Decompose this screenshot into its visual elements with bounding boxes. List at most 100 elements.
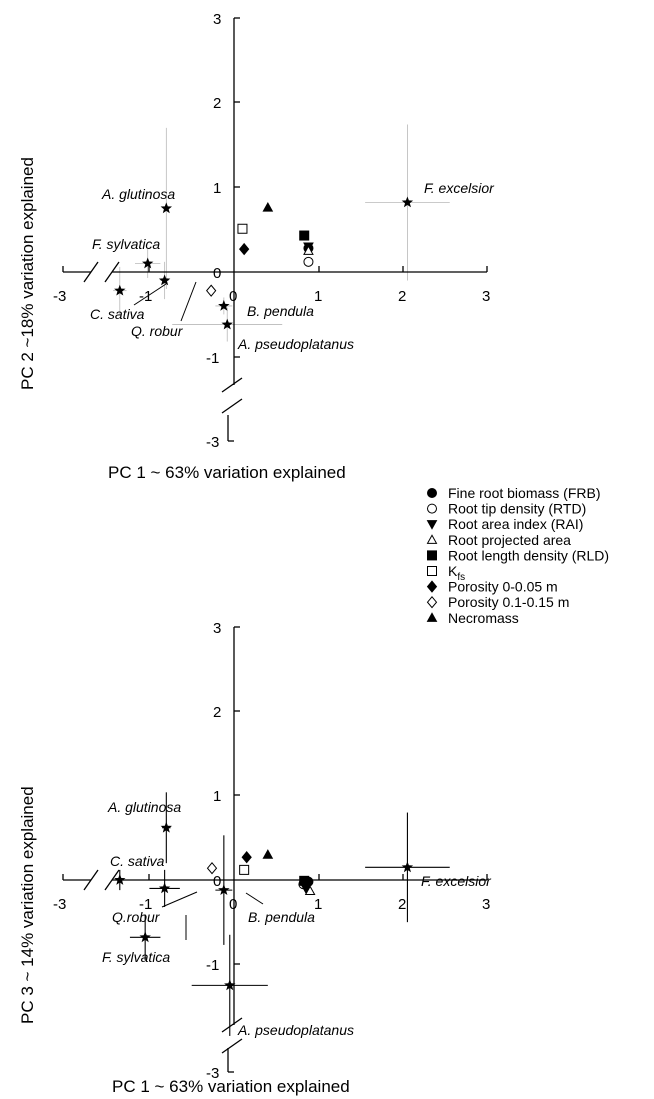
- top-trait-point-root-projected-area: [303, 245, 314, 255]
- bottom-species-point-q-robur: [158, 882, 171, 894]
- bottom-y-break-2: [221, 1038, 243, 1054]
- top-ytick-2: 2: [213, 95, 221, 112]
- top-label-c-sativa: C. sativa: [90, 306, 145, 322]
- top-ytick-m1: -1: [206, 350, 219, 367]
- top-trait-point-necromass: [262, 202, 274, 212]
- top-label-a-glutinosa: A. glutinosa: [101, 186, 175, 202]
- top-y-break-2: [221, 398, 243, 414]
- bottom-ytick-m3: -3: [206, 1065, 219, 1082]
- legend-label: Porosity 0-0.05 m: [448, 579, 558, 595]
- bottom-errorbars: [115, 792, 450, 1036]
- top-xtick-0: 0: [229, 288, 237, 305]
- bottom-xtick-m1: -1: [139, 896, 152, 913]
- legend-marker-open-diamond: [426, 596, 438, 609]
- top-panel: 3 2 1 0 -1 -3 -3 -1 0 1 2 3 PC 1 ~ 63% v…: [18, 11, 495, 482]
- bottom-axes: [62, 626, 488, 1073]
- bottom-trait-point-porosity-0-1-0-15-m: [206, 862, 218, 875]
- legend-item: Root length density (RLD): [427, 547, 609, 563]
- legend-item: Root tip density (RTD): [427, 501, 586, 517]
- legend-marker-open-square: [427, 566, 437, 576]
- top-trait-point-root-tip-density-rtd: [303, 256, 314, 267]
- legend-label: Root tip density (RTD): [448, 501, 586, 517]
- legend-marker-filled-square: [427, 550, 437, 561]
- legend-label: Fine root biomass (FRB): [448, 485, 600, 501]
- bottom-species-point-a-glutinosa: [160, 821, 172, 833]
- bottom-ytick-1: 1: [213, 788, 221, 805]
- legend-item: Necromass: [426, 610, 519, 626]
- top-x-axis-label: PC 1 ~ 63% variation explained: [108, 463, 346, 482]
- top-trait-point-porosity-0-1-0-15-m: [206, 284, 217, 297]
- top-xtick-m3: -3: [53, 288, 66, 305]
- top-x-break-1: [83, 261, 99, 283]
- legend-marker-open-circle: [427, 503, 437, 514]
- bottom-xtick-3: 3: [482, 896, 490, 913]
- top-ytick-1: 1: [213, 180, 221, 197]
- top-species-labels: A. glutinosa F. sylvatica C. sativa Q. r…: [90, 180, 495, 352]
- top-label-a-pseudoplatanus: A. pseudoplatanus: [237, 336, 354, 352]
- bottom-trait-point-porosity-0-0-05-m: [241, 851, 252, 864]
- legend-item: Root projected area: [426, 532, 571, 548]
- legend-marker-filled-diamond: [426, 580, 438, 593]
- legend-marker-filled-triangle-down: [426, 520, 438, 530]
- bottom-label-a-glutinosa: A. glutinosa: [107, 799, 181, 815]
- top-xtick-2: 2: [398, 288, 406, 305]
- top-xtick-m1: -1: [139, 288, 152, 305]
- top-ytick-0: 0: [213, 265, 221, 282]
- bottom-species-point-b-pendula: [218, 884, 230, 895]
- top-label-q-robur: Q. robur: [131, 323, 184, 339]
- legend-marker-filled-circle: [427, 488, 437, 498]
- bottom-label-b-pendula: B. pendula: [248, 909, 315, 925]
- top-species-point-a-pseudoplatanus: [221, 318, 233, 330]
- top-species-point-a-glutinosa: [160, 202, 172, 214]
- legend-marker-open-triangle-up: [426, 534, 438, 544]
- bottom-xtick-0: 0: [229, 896, 237, 913]
- legend: Fine root biomass (FRB)Root tip density …: [426, 485, 609, 626]
- bottom-x-break-1: [83, 869, 99, 891]
- top-x-break-2: [104, 261, 120, 283]
- legend-item: Root area index (RAI): [426, 516, 583, 532]
- top-trait-point-root-length-density-rld: [299, 230, 310, 241]
- top-label-f-excelsior: F. excelsior: [424, 180, 495, 196]
- top-axes: [62, 17, 488, 442]
- bottom-xtick-2: 2: [398, 896, 406, 913]
- bottom-label-c-sativa: C. sativa: [110, 853, 165, 869]
- bottom-y-break-1: [221, 1017, 243, 1033]
- top-label-f-sylvatica: F. sylvatica: [92, 236, 160, 252]
- top-trait-point-kfs: [237, 223, 248, 234]
- bottom-ytick-3: 3: [213, 620, 221, 637]
- top-marks: [114, 196, 414, 330]
- top-species-point-q-robur: [158, 274, 171, 286]
- bottom-trait-point-necromass: [262, 849, 274, 859]
- top-y-break-1: [221, 377, 243, 393]
- legend-label: Necromass: [448, 610, 519, 626]
- top-species-point-b-pendula: [218, 299, 230, 311]
- top-ytick-m3: -3: [206, 434, 219, 451]
- bottom-leader-lines: [161, 891, 264, 940]
- bottom-species-labels: A. glutinosa C. sativa Q.robur F. sylvat…: [102, 799, 492, 1038]
- top-leader-lines: [133, 281, 197, 322]
- legend-label: Root projected area: [448, 532, 571, 548]
- bottom-species-point-a-pseudoplatanus: [224, 979, 236, 991]
- top-species-point-c-sativa: [114, 284, 126, 296]
- bottom-label-f-excelsior: F. excelsior: [421, 873, 492, 889]
- bottom-ytick-0: 0: [213, 873, 221, 890]
- legend-label-subscript: fs: [457, 572, 465, 583]
- bottom-species-point-f-sylvatica: [139, 931, 151, 943]
- legend-label: Root length density (RLD): [448, 547, 609, 563]
- bottom-marks: [114, 821, 414, 991]
- bottom-species-point-f-excelsior: [401, 861, 414, 873]
- bottom-xtick-1: 1: [314, 896, 322, 913]
- top-label-b-pendula: B. pendula: [247, 303, 314, 319]
- top-ytick-3: 3: [213, 11, 221, 28]
- bottom-trait-point-kfs: [239, 864, 250, 875]
- top-y-axis-label: PC 2 ~18% variation explained: [18, 157, 37, 390]
- top-xtick-1: 1: [314, 288, 322, 305]
- legend-label: Root area index (RAI): [448, 516, 583, 532]
- bottom-xtick-m3: -3: [53, 896, 66, 913]
- legend-marker-filled-triangle-up: [426, 612, 438, 622]
- bottom-trait-point-root-length-density-rld: [299, 875, 310, 886]
- bottom-species-point-c-sativa: [114, 874, 126, 885]
- bottom-trait-point-root-projected-area: [304, 885, 316, 896]
- bottom-y-axis-label: PC 3 ~ 14% variation explained: [18, 786, 37, 1024]
